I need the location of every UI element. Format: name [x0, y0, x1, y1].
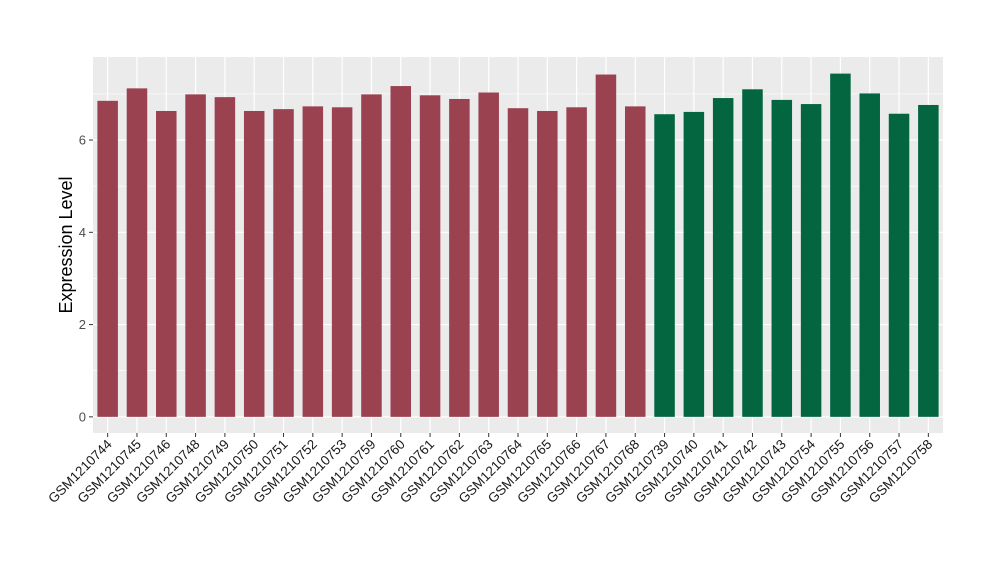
bar-GSM1210743	[771, 99, 793, 417]
bar-GSM1210759	[361, 94, 382, 417]
bar-GSM1210751	[273, 109, 294, 417]
bar-GSM1210756	[859, 93, 880, 417]
y-axis-title: Expression Level	[56, 176, 76, 313]
y-tick-label: 2	[79, 317, 86, 332]
bar-GSM1210746	[156, 110, 177, 417]
bar-GSM1210761	[419, 95, 441, 417]
bar-GSM1210749	[214, 97, 236, 417]
bar-GSM1210740	[683, 111, 705, 417]
bar-GSM1210744	[97, 100, 118, 417]
bar-GSM1210755	[830, 73, 851, 417]
bar-GSM1210764	[507, 108, 529, 417]
bars	[97, 73, 939, 417]
bar-GSM1210765	[537, 110, 558, 417]
bar-GSM1210739	[654, 114, 675, 417]
bar-GSM1210766	[566, 107, 587, 417]
bar-GSM1210745	[126, 88, 148, 417]
y-tick-label: 6	[79, 133, 86, 148]
bar-GSM1210750	[243, 110, 265, 417]
bar-GSM1210748	[185, 94, 206, 417]
bar-GSM1210758	[918, 104, 939, 417]
bar-GSM1210768	[624, 106, 646, 417]
bar-GSM1210753	[331, 107, 353, 417]
bar-GSM1210762	[449, 98, 470, 417]
y-tick-label: 4	[79, 225, 86, 240]
bar-GSM1210741	[712, 98, 734, 417]
bar-GSM1210752	[302, 106, 324, 417]
y-tick-label: 0	[79, 409, 86, 424]
bar-GSM1210757	[888, 113, 910, 417]
bar-GSM1210742	[742, 89, 763, 417]
bar-GSM1210760	[390, 86, 412, 417]
bar-GSM1210767	[595, 74, 617, 417]
bar-GSM1210763	[478, 92, 499, 417]
bar-GSM1210754	[800, 104, 822, 417]
